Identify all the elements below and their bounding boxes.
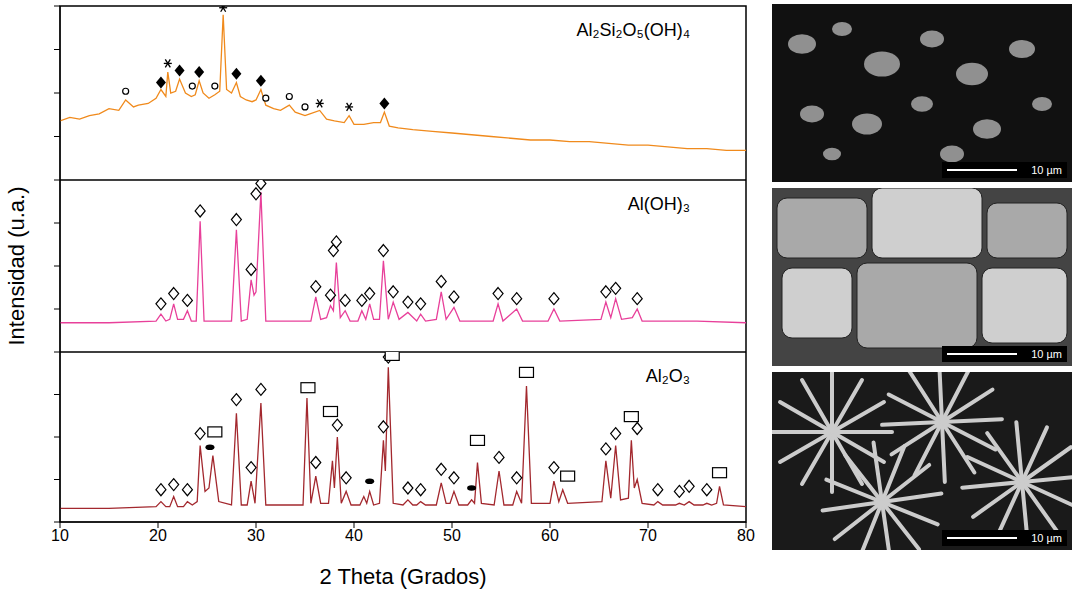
svg-text:10: 10 — [51, 527, 69, 544]
html-text:Al₂O₃: Al₂O₃ — [645, 366, 690, 386]
svg-text:60: 60 — [541, 527, 559, 544]
svg-text:10 µm: 10 µm — [1031, 532, 1062, 544]
html-text:Intensidad (u.a.): Intensidad (u.a.) — [4, 186, 29, 346]
svg-text:40: 40 — [345, 527, 363, 544]
svg-text:10 µm: 10 µm — [1031, 164, 1062, 176]
html-text:Al(OH)₃: Al(OH)₃ — [627, 194, 690, 214]
svg-text:70: 70 — [639, 527, 657, 544]
svg-text:20: 20 — [149, 527, 167, 544]
html-text:Al₂Si₂O₅(OH)₄: Al₂Si₂O₅(OH)₄ — [576, 20, 690, 40]
svg-text:10 µm: 10 µm — [1031, 348, 1062, 360]
svg-text:50: 50 — [443, 527, 461, 544]
svg-text:80: 80 — [737, 527, 755, 544]
html-text:2 Theta (Grados): 2 Theta (Grados) — [319, 564, 487, 589]
svg-text:30: 30 — [247, 527, 265, 544]
